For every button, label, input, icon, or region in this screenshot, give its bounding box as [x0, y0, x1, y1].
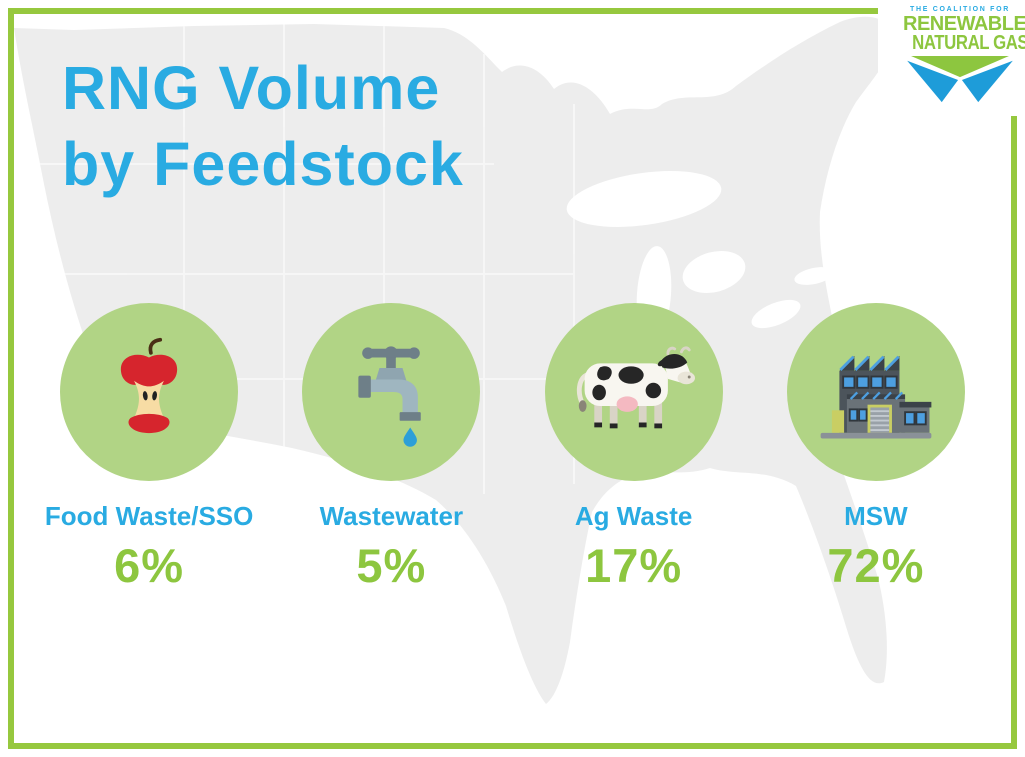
- apple-core-icon: [120, 337, 178, 434]
- feedstock-value: 72%: [827, 539, 925, 592]
- msw-circle: [786, 303, 965, 481]
- title-line2: by Feedstock: [62, 130, 464, 198]
- feedstock-item-msw: MSW 72%: [755, 303, 997, 593]
- wastewater-circle: [302, 303, 481, 481]
- feedstock-item-ag-waste: Ag Waste 17%: [513, 303, 755, 593]
- feedstock-row: Food Waste/SSO 6% Wastewater: [28, 303, 997, 593]
- factory-icon: [820, 355, 932, 439]
- ag-waste-circle: [544, 303, 723, 481]
- food-waste-circle: [60, 303, 239, 481]
- rng-coalition-logo: THE COALITION FOR RENEWABLE NATURAL GAS: [903, 6, 1025, 109]
- title-line1: RNG Volume: [62, 54, 441, 122]
- feedstock-label: Wastewater: [319, 501, 464, 531]
- feedstock-item-food-waste: Food Waste/SSO 6%: [28, 303, 270, 593]
- logo-star-icon: [907, 56, 1013, 103]
- faucet-icon: [358, 346, 422, 447]
- state-borders: [14, 22, 604, 494]
- feedstock-value: 6%: [114, 539, 185, 592]
- feedstock-item-wastewater: Wastewater 5%: [270, 303, 512, 593]
- page-title: RNG Volume by Feedstock: [62, 50, 464, 202]
- feedstock-value: 5%: [356, 539, 427, 592]
- cow-icon: [576, 346, 695, 429]
- feedstock-label: Food Waste/SSO: [44, 501, 254, 531]
- logo-name-line2: NATURAL GAS: [912, 32, 1025, 54]
- feedstock-label: Ag Waste: [574, 501, 693, 531]
- feedstock-value: 17%: [585, 539, 683, 592]
- logo-name-line1: RENEWABLE: [903, 13, 1025, 35]
- logo-tagline: THE COALITION FOR: [909, 6, 1011, 13]
- feedstock-label: MSW: [844, 501, 908, 531]
